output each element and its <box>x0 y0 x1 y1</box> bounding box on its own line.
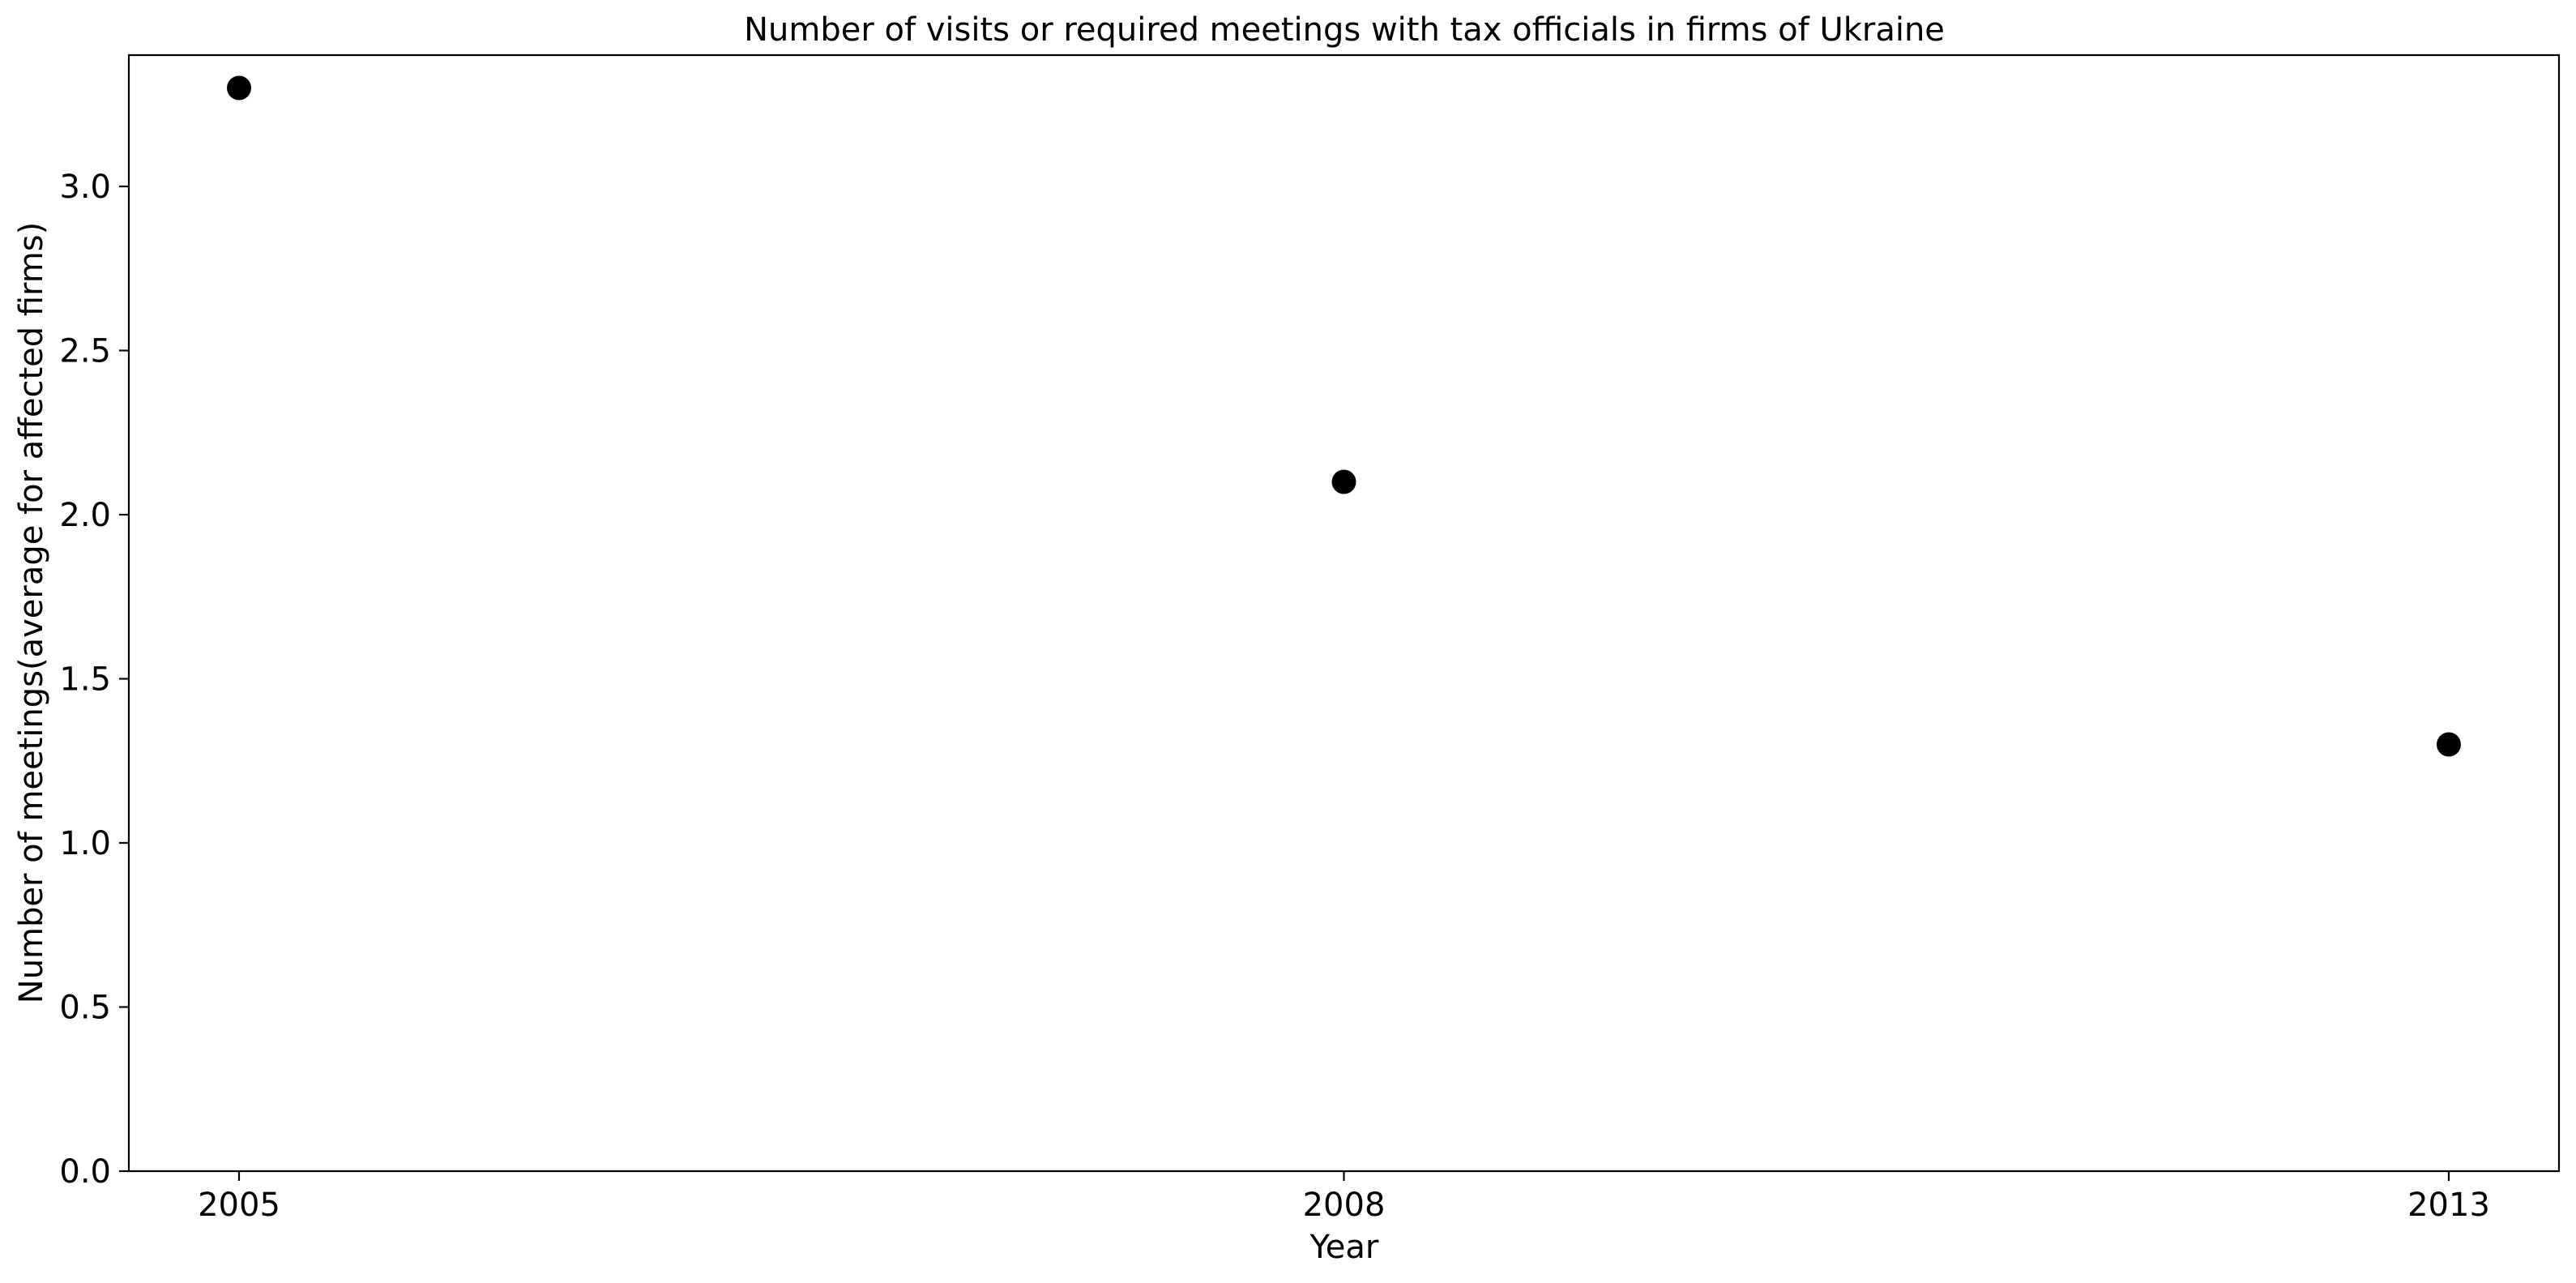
x-tick-label: 2005 <box>198 1187 280 1224</box>
y-tick-label: 3.0 <box>59 169 111 206</box>
y-tick-label: 1.5 <box>59 661 111 699</box>
data-point <box>2437 732 2461 757</box>
data-points <box>227 75 2461 757</box>
x-axis-ticks: 2005 2008 2013 <box>198 1171 2490 1224</box>
plot-frame <box>127 53 2561 1173</box>
y-tick-label: 2.0 <box>59 497 111 534</box>
data-point <box>227 75 251 101</box>
y-tick-label: 0.5 <box>59 990 111 1027</box>
chart-title: Number of visits or required meetings wi… <box>744 11 1945 49</box>
y-tick-label: 1.0 <box>59 825 111 862</box>
x-tick-label: 2008 <box>1303 1187 1386 1224</box>
y-tick-label: 0.0 <box>59 1153 111 1191</box>
y-tick-label: 2.5 <box>59 333 111 370</box>
y-axis-title: Number of meetings(average for affected … <box>13 222 50 1003</box>
x-axis-title: Year <box>1309 1229 1379 1266</box>
x-tick-label: 2013 <box>2407 1187 2490 1224</box>
data-point <box>1331 469 1356 494</box>
y-axis-ticks: 0.0 0.5 1.0 1.5 2.0 2.5 3.0 <box>59 169 129 1191</box>
